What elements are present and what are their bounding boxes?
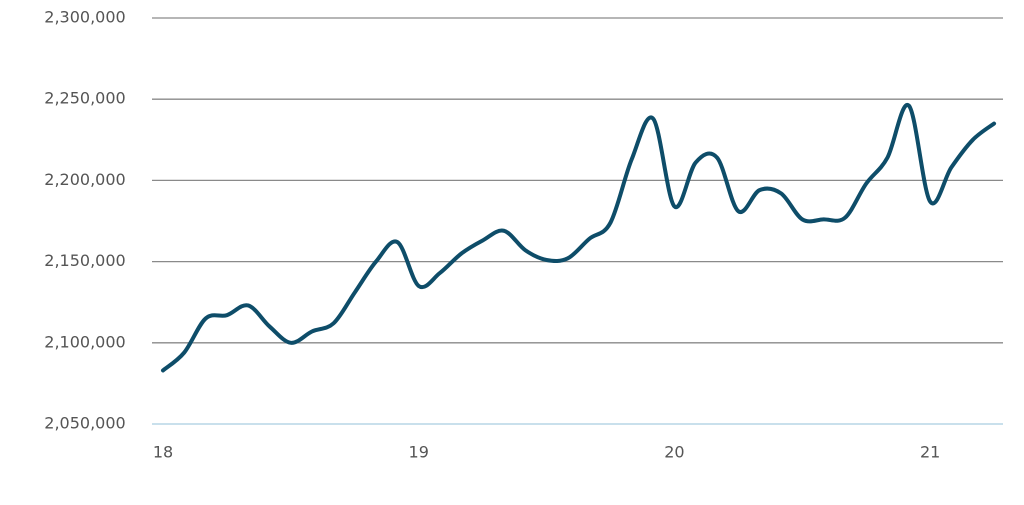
data-line [160, 103, 997, 373]
x-tick-label: 19 [409, 443, 429, 462]
y-tick-label: 2,050,000 [44, 414, 125, 433]
y-tick-label: 2,100,000 [44, 332, 125, 351]
y-tick-label: 2,150,000 [44, 251, 125, 270]
x-tick-label: 21 [920, 443, 940, 462]
x-tick-label: 18 [153, 443, 173, 462]
y-tick-label: 2,200,000 [44, 170, 125, 189]
x-tick-label: 20 [664, 443, 684, 462]
y-tick-label: 2,300,000 [44, 8, 125, 27]
y-tick-label: 2,250,000 [44, 89, 125, 108]
